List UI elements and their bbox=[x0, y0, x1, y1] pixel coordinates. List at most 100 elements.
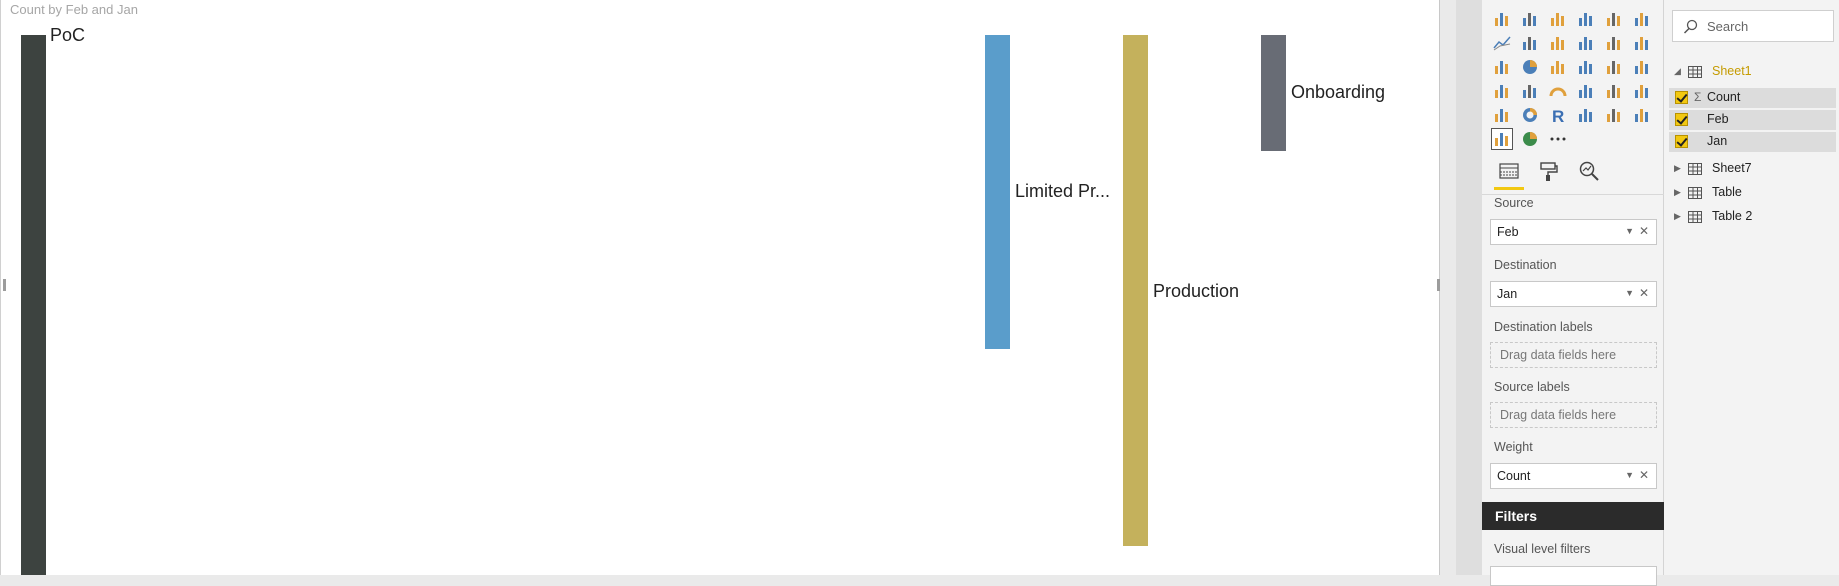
expand-icon[interactable]: ▶ bbox=[1674, 163, 1681, 173]
checkbox-checked[interactable] bbox=[1675, 91, 1688, 104]
ribbon-chart-icon[interactable] bbox=[1631, 32, 1653, 54]
source-field-name: Feb bbox=[1497, 225, 1519, 239]
fields-tab-icon bbox=[1499, 163, 1519, 179]
table-table-2[interactable]: ▶ Table 2 bbox=[1664, 207, 1839, 227]
r-visual-icon[interactable]: R bbox=[1547, 104, 1569, 126]
table-icon bbox=[1688, 187, 1702, 199]
fields-search[interactable]: Search bbox=[1672, 10, 1834, 42]
resize-handle-left[interactable] bbox=[3, 279, 6, 291]
node-label-limited-pr: Limited Pr... bbox=[1015, 181, 1111, 201]
expand-icon[interactable]: ▶ bbox=[1674, 211, 1681, 221]
line-chart-icon[interactable] bbox=[1491, 32, 1513, 54]
paint-roller-icon bbox=[1540, 162, 1558, 181]
line-clustered-icon[interactable] bbox=[1603, 32, 1625, 54]
visual-level-filter-card[interactable] bbox=[1490, 566, 1657, 586]
slicer-icon[interactable] bbox=[1491, 104, 1513, 126]
grid-icon[interactable] bbox=[1603, 104, 1625, 126]
donut-icon[interactable] bbox=[1519, 104, 1541, 126]
table-name: Sheet1 bbox=[1712, 64, 1752, 78]
field-name: Count bbox=[1707, 90, 1741, 104]
sankey-visual[interactable]: Count by Feb and Jan PoC Limited Pr... P… bbox=[0, 0, 1440, 575]
node-label-production: Production bbox=[1153, 281, 1240, 301]
map-icon[interactable] bbox=[1575, 56, 1597, 78]
chevron-down-icon[interactable]: ▼ bbox=[1625, 470, 1634, 480]
table-icon[interactable] bbox=[1603, 56, 1625, 78]
canvas-scrollbar[interactable] bbox=[1456, 0, 1482, 575]
funnel-icon[interactable] bbox=[1519, 80, 1541, 102]
sankey-icon[interactable] bbox=[1491, 128, 1513, 150]
remove-icon[interactable]: ✕ bbox=[1638, 224, 1649, 238]
destination-labels-dropzone[interactable]: Drag data fields here bbox=[1490, 342, 1657, 368]
shape-map-icon[interactable] bbox=[1575, 104, 1597, 126]
matrix-icon[interactable] bbox=[1631, 56, 1653, 78]
clustered-bar-icon[interactable] bbox=[1547, 8, 1569, 30]
destination-field-name: Jan bbox=[1497, 287, 1518, 301]
kpi-icon[interactable] bbox=[1631, 80, 1653, 102]
scatter-icon[interactable] bbox=[1491, 56, 1513, 78]
source-labels-dropzone[interactable]: Drag data fields here bbox=[1490, 402, 1657, 428]
node-label-onboarding: Onboarding bbox=[1291, 82, 1386, 102]
treemap-icon[interactable] bbox=[1547, 56, 1569, 78]
globe-icon[interactable] bbox=[1519, 128, 1541, 150]
expand-icon[interactable]: ▶ bbox=[1674, 187, 1681, 197]
field-jan[interactable]: Jan bbox=[1669, 132, 1836, 152]
stacked-bar-icon[interactable] bbox=[1491, 8, 1513, 30]
magnifier-chart-icon bbox=[1579, 161, 1599, 181]
resize-handle-right[interactable] bbox=[1437, 279, 1440, 291]
remove-icon[interactable]: ✕ bbox=[1638, 468, 1649, 482]
gauge-icon[interactable] bbox=[1547, 80, 1569, 102]
weight-well-field[interactable]: Count ▼ ✕ bbox=[1490, 463, 1657, 489]
line-column-icon[interactable] bbox=[1575, 32, 1597, 54]
destination-well-field[interactable]: Jan ▼ ✕ bbox=[1490, 281, 1657, 307]
sigma-icon: Σ bbox=[1694, 90, 1702, 104]
source-well-field[interactable]: Feb ▼ ✕ bbox=[1490, 219, 1657, 245]
table-name: Table bbox=[1712, 185, 1742, 199]
collapse-icon[interactable]: ◢ bbox=[1674, 66, 1681, 76]
area-chart-icon[interactable] bbox=[1519, 32, 1541, 54]
remove-icon[interactable]: ✕ bbox=[1638, 286, 1649, 300]
node-production[interactable] bbox=[1123, 35, 1148, 546]
stacked-column-icon[interactable] bbox=[1519, 8, 1541, 30]
fields-tab[interactable] bbox=[1492, 154, 1526, 190]
checkbox-checked[interactable] bbox=[1675, 135, 1688, 148]
node-poc[interactable] bbox=[21, 35, 46, 575]
field-feb[interactable]: Feb bbox=[1669, 110, 1836, 130]
source-well-label: Source bbox=[1494, 196, 1534, 210]
clustered-column-icon[interactable] bbox=[1575, 8, 1597, 30]
pane-divider bbox=[1482, 194, 1664, 195]
node-onboarding[interactable] bbox=[1261, 35, 1286, 151]
field-name: Jan bbox=[1707, 134, 1728, 148]
checkbox-checked[interactable] bbox=[1675, 113, 1688, 126]
stacked-area-icon[interactable] bbox=[1547, 32, 1569, 54]
100-bar-icon[interactable] bbox=[1603, 8, 1625, 30]
grid-alt-icon[interactable] bbox=[1631, 104, 1653, 126]
visual-title: Count by Feb and Jan bbox=[10, 2, 138, 17]
svg-text:R: R bbox=[1552, 107, 1564, 125]
table-table[interactable]: ▶ Table bbox=[1664, 183, 1839, 203]
filled-map-icon[interactable] bbox=[1491, 80, 1513, 102]
fields-pane: Search ◢ Sheet1 Σ Count Feb Jan ▶ bbox=[1664, 0, 1839, 575]
node-limited-pr[interactable] bbox=[985, 35, 1010, 349]
filters-header: Filters bbox=[1482, 502, 1664, 530]
more-icon[interactable] bbox=[1547, 128, 1569, 150]
table-name: Table 2 bbox=[1712, 209, 1753, 223]
multi-row-card-icon[interactable] bbox=[1575, 80, 1597, 102]
weight-field-name: Count bbox=[1497, 469, 1531, 483]
table-sheet7[interactable]: ▶ Sheet7 bbox=[1664, 159, 1839, 179]
visual-level-filters-label: Visual level filters bbox=[1494, 542, 1591, 556]
card-icon[interactable] bbox=[1603, 80, 1625, 102]
100-column-icon[interactable] bbox=[1631, 8, 1653, 30]
table-name: Sheet7 bbox=[1712, 161, 1752, 175]
pane-tabs bbox=[1482, 150, 1664, 190]
chevron-down-icon[interactable]: ▼ bbox=[1625, 288, 1634, 298]
table-sheet1[interactable]: ◢ Sheet1 bbox=[1664, 62, 1839, 82]
chevron-down-icon[interactable]: ▼ bbox=[1625, 226, 1634, 236]
search-placeholder: Search bbox=[1707, 19, 1749, 34]
format-tab[interactable] bbox=[1532, 154, 1566, 188]
analytics-tab[interactable] bbox=[1572, 154, 1606, 188]
destination-labels-well-label: Destination labels bbox=[1494, 320, 1593, 334]
pie-icon[interactable] bbox=[1519, 56, 1541, 78]
table-icon bbox=[1688, 66, 1702, 78]
field-count[interactable]: Σ Count bbox=[1669, 88, 1836, 108]
node-label-poc: PoC bbox=[50, 25, 86, 45]
